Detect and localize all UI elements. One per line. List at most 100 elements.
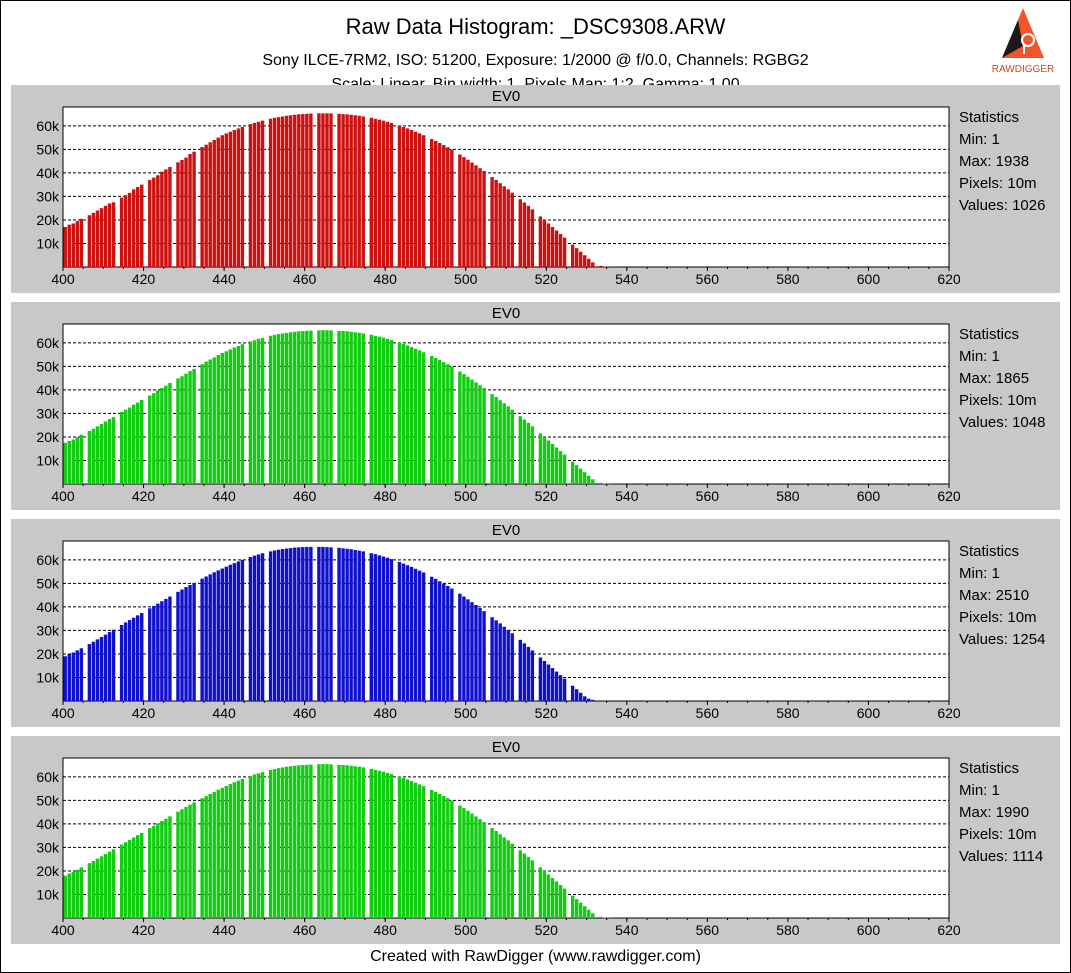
bar [470, 162, 474, 267]
bar [462, 596, 466, 701]
bar [123, 409, 128, 484]
bar [123, 622, 128, 701]
stat-values: Values: 1254 [959, 631, 1046, 648]
bar [462, 808, 466, 918]
x-tick-label: 420 [132, 705, 156, 721]
bar [252, 123, 257, 267]
bar [204, 361, 208, 484]
bar [212, 139, 216, 267]
y-tick-label: 40k [36, 165, 60, 181]
bar [168, 167, 172, 267]
bar [458, 154, 462, 267]
bar [490, 177, 494, 267]
bar [107, 632, 112, 701]
bar [67, 654, 71, 701]
bar [188, 371, 192, 484]
bar [63, 875, 67, 918]
bar [578, 902, 583, 918]
bar [297, 331, 301, 484]
x-tick-label: 580 [776, 488, 800, 504]
bar [377, 119, 382, 267]
bar [510, 843, 514, 918]
bar [478, 819, 482, 918]
bar [361, 767, 365, 918]
bar [385, 121, 390, 267]
bar [260, 553, 265, 701]
x-tick-label: 560 [696, 705, 720, 721]
bar [321, 546, 325, 701]
bar [554, 230, 559, 267]
y-tick-label: 30k [36, 622, 60, 638]
bar [542, 219, 547, 267]
bar [329, 764, 333, 918]
y-tick-label: 40k [36, 599, 60, 615]
bar [494, 830, 498, 918]
bar [538, 433, 543, 484]
x-tick-label: 560 [696, 271, 720, 287]
bar [381, 120, 386, 267]
bar [546, 440, 551, 484]
bar [289, 766, 293, 918]
bar [293, 114, 297, 267]
bar [200, 364, 204, 484]
x-tick-label: 600 [857, 705, 881, 721]
bar [127, 620, 132, 701]
bar [554, 671, 559, 701]
bar [131, 404, 136, 484]
bar [349, 331, 353, 484]
panel-title: EV0 [492, 522, 520, 539]
bar [558, 885, 563, 918]
bar [228, 564, 233, 701]
bar [321, 764, 325, 918]
bar [152, 825, 156, 918]
bar [361, 116, 365, 267]
bar [385, 772, 390, 918]
bar [574, 689, 579, 701]
bar [180, 376, 184, 484]
bar [518, 850, 523, 918]
bar [236, 780, 241, 918]
bar [289, 332, 293, 484]
bar [583, 255, 587, 267]
bar [301, 114, 305, 267]
bar [417, 133, 422, 267]
bar [591, 262, 595, 267]
bar [63, 442, 67, 484]
bar [401, 778, 406, 918]
bar [502, 837, 506, 918]
bar [272, 769, 277, 918]
bar [79, 867, 84, 918]
bar [466, 810, 470, 918]
bar [301, 765, 305, 918]
bar [103, 854, 108, 918]
bar [389, 774, 394, 918]
bar [385, 338, 390, 484]
bar [127, 192, 132, 267]
bar [341, 548, 345, 701]
bar [538, 867, 543, 918]
bar [583, 906, 587, 918]
bar [248, 124, 253, 267]
bar [494, 620, 498, 701]
bar [87, 430, 92, 484]
bar [297, 547, 301, 701]
bar [417, 784, 422, 918]
bar [490, 617, 494, 701]
bar [228, 349, 233, 484]
x-tick-label: 480 [374, 705, 398, 721]
x-tick-label: 400 [51, 705, 75, 721]
bar [409, 781, 414, 918]
bar [546, 874, 551, 918]
x-tick-label: 620 [937, 271, 961, 287]
bar [216, 570, 220, 701]
bar [329, 547, 333, 701]
histogram-plot: EV0 10k 20k 30k 40k 50k 60k 400 420 440 460 480 500 5… [36, 88, 961, 287]
bar [558, 675, 563, 701]
bar [583, 696, 587, 701]
bar [482, 171, 486, 267]
rawdigger-logo: RAWDIGGER [992, 8, 1054, 75]
bar [107, 203, 112, 267]
stat-pixels: Pixels: 10m [959, 392, 1037, 409]
bar [63, 227, 67, 267]
bar [450, 366, 454, 484]
